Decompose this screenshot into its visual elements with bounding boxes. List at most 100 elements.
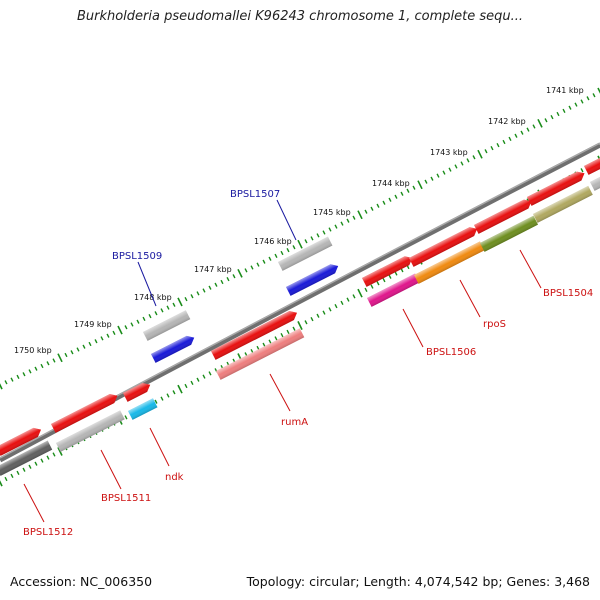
ruler-tick bbox=[310, 236, 314, 241]
ruler-tick bbox=[262, 342, 266, 347]
gene-box-edge-b[interactable] bbox=[590, 172, 600, 191]
gene-box-bpsl1506[interactable] bbox=[367, 273, 420, 307]
ruler-tick bbox=[142, 316, 146, 322]
gene-box-bpsl1507-b[interactable] bbox=[286, 262, 340, 296]
ruler-tick bbox=[400, 191, 404, 196]
ruler-tick bbox=[226, 276, 230, 282]
ruler-tick bbox=[57, 447, 63, 456]
ruler-tick bbox=[394, 271, 398, 276]
gene-box-left-a[interactable] bbox=[0, 425, 43, 456]
ruler-tick bbox=[112, 330, 116, 336]
scale-label: 1744 kbp bbox=[372, 179, 410, 188]
ruler-tick bbox=[502, 139, 506, 145]
ruler-tick bbox=[297, 321, 303, 330]
gene-box-rpos-region-b[interactable] bbox=[409, 224, 479, 267]
ruler-tick bbox=[310, 316, 314, 322]
scale-label: 1743 kbp bbox=[430, 148, 468, 157]
scale-label: 1746 kbp bbox=[254, 237, 292, 246]
outer-ruler-dots bbox=[0, 87, 600, 390]
gene-box-rpos-region-a[interactable] bbox=[362, 253, 415, 287]
ruler-tick bbox=[184, 296, 188, 302]
ruler-tick bbox=[130, 322, 134, 327]
gene-box-bpsl1509-a[interactable] bbox=[143, 310, 191, 341]
gene-box-bpsl1511-a[interactable] bbox=[51, 391, 120, 433]
gene-box-edge-a[interactable] bbox=[584, 152, 600, 175]
ruler-tick bbox=[208, 371, 212, 376]
ruler-tick bbox=[340, 300, 344, 306]
gene-box-rpos[interactable] bbox=[414, 241, 485, 284]
ruler-tick bbox=[250, 348, 254, 354]
gene-box-bpsl1509-b[interactable] bbox=[151, 333, 197, 363]
ruler-tick bbox=[550, 114, 554, 120]
ruler-tick bbox=[424, 179, 428, 184]
ruler-tick bbox=[292, 326, 296, 331]
gene-box-bpsl1504-region-b[interactable] bbox=[527, 169, 587, 206]
gene-box-bpsl1507-a[interactable] bbox=[278, 236, 333, 271]
ruler-tick bbox=[586, 96, 590, 101]
ruler-tick bbox=[274, 336, 278, 341]
ruler-tick bbox=[46, 455, 50, 460]
ruler-tick bbox=[28, 464, 32, 469]
gene-box-ndk[interactable] bbox=[128, 398, 158, 420]
gene-box-bpsl1511[interactable] bbox=[55, 410, 125, 452]
ruler-tick bbox=[322, 230, 326, 235]
gene-track-upper bbox=[0, 152, 600, 456]
ruler-tick bbox=[496, 142, 500, 148]
ruler-tick bbox=[250, 265, 254, 270]
ruler-tick bbox=[40, 363, 44, 369]
ruler-tick bbox=[357, 210, 363, 220]
ruler-tick bbox=[597, 87, 600, 94]
ruler-tick bbox=[388, 197, 392, 202]
ruler-tick bbox=[322, 310, 326, 315]
gene-box-ndk-a[interactable] bbox=[123, 380, 152, 402]
scale-label: 1750 kbp bbox=[14, 346, 52, 355]
ruler-tick bbox=[466, 158, 470, 163]
ruler-tick bbox=[280, 250, 284, 256]
ruler-tick bbox=[177, 384, 183, 394]
ruler-tick bbox=[4, 380, 8, 385]
gene-box-bpsl1504-next[interactable] bbox=[533, 185, 593, 223]
ruler-tick bbox=[22, 372, 26, 377]
topology-summary: Topology: circular; Length: 4,074,542 bp… bbox=[246, 574, 590, 589]
ruler-tick bbox=[117, 325, 123, 335]
ruler-tick bbox=[508, 136, 512, 142]
ruler-tick bbox=[154, 399, 158, 404]
ruler-tick bbox=[4, 476, 8, 482]
ruler-tick bbox=[202, 288, 206, 293]
ruler-tick bbox=[220, 279, 224, 285]
ruler-tick bbox=[208, 285, 212, 290]
ruler-tick bbox=[592, 93, 596, 98]
ruler-tick bbox=[526, 127, 530, 132]
ruler-tick bbox=[34, 366, 38, 371]
ruler-tick bbox=[244, 268, 248, 273]
ruler-tick bbox=[40, 458, 44, 463]
ruler-tick bbox=[160, 396, 164, 401]
gene-box-bpsl1504-region-a[interactable] bbox=[474, 197, 534, 234]
gene-label-bpsl1511: BPSL1511 bbox=[101, 493, 151, 504]
ruler-tick bbox=[100, 336, 104, 341]
ruler-tick bbox=[292, 245, 296, 250]
gene-box-bpsl1512[interactable] bbox=[0, 440, 53, 476]
ruler-tick bbox=[376, 203, 380, 208]
gene-box-rumA-a[interactable] bbox=[211, 308, 299, 360]
ruler-tick bbox=[177, 297, 183, 307]
gene-box-rumA[interactable] bbox=[216, 328, 305, 380]
ruler-tick bbox=[544, 118, 548, 123]
ruler-tick bbox=[537, 118, 543, 128]
ruler-tick bbox=[148, 313, 152, 319]
ruler-tick bbox=[514, 133, 518, 138]
ruler-tick bbox=[166, 393, 170, 398]
gene-label-ndk: ndk bbox=[165, 472, 184, 483]
ruler-tick bbox=[382, 277, 386, 283]
outer-ruler bbox=[0, 87, 600, 390]
gene-labels: BPSL1507 BPSL1509 BPSL1504 rpoS BPSL1506… bbox=[23, 189, 593, 538]
ruler-tick bbox=[64, 352, 68, 358]
ruler-tick bbox=[328, 307, 332, 312]
ruler-tick bbox=[16, 470, 20, 476]
ruler-tick bbox=[190, 380, 194, 386]
ruler-tick bbox=[477, 149, 483, 159]
ruler-tick bbox=[597, 155, 600, 162]
ruler-tick bbox=[394, 194, 398, 199]
gene-box-bpsl1504[interactable] bbox=[480, 215, 539, 252]
